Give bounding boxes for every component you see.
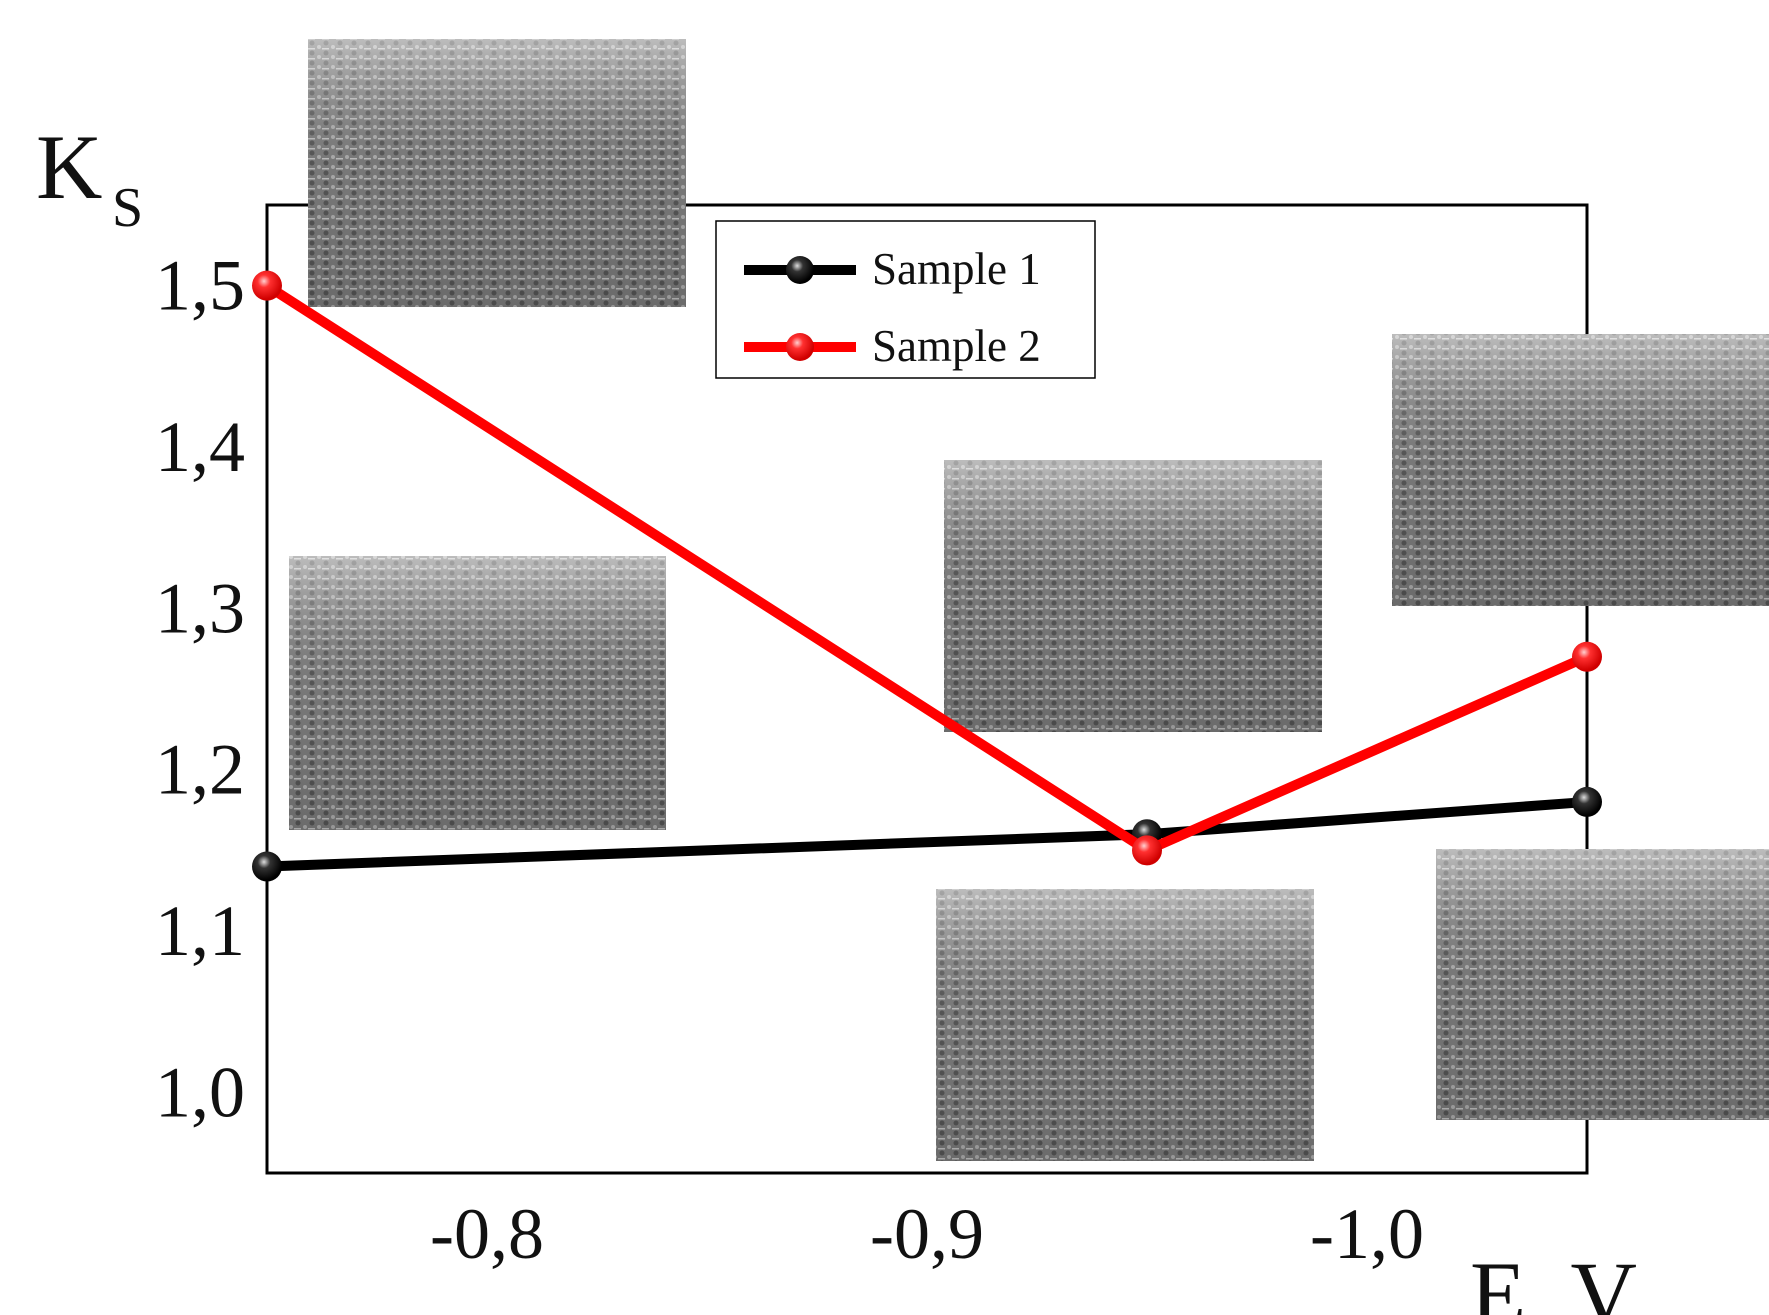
data-point — [1572, 641, 1602, 672]
y-tick-label: 1,0 — [155, 1052, 245, 1132]
x-tick-label: -0,9 — [870, 1194, 984, 1274]
sem-image — [289, 556, 666, 830]
legend-entry: Sample 2 — [744, 321, 1041, 371]
y-tick-label: 1,4 — [155, 407, 245, 487]
legend-marker — [786, 333, 814, 361]
legend-label: Sample 1 — [872, 244, 1041, 294]
y-tick-label: 1,5 — [155, 246, 245, 326]
y-tick-label: 1,3 — [155, 568, 245, 648]
data-point — [1572, 786, 1602, 817]
sem-image — [1392, 334, 1769, 606]
legend-label: Sample 2 — [872, 321, 1041, 371]
y-tick-label: 1,1 — [155, 891, 245, 971]
sem-image — [1436, 849, 1769, 1120]
sem-image — [308, 39, 686, 307]
sem-images — [289, 39, 1769, 1161]
data-point — [252, 270, 282, 301]
legend-marker — [786, 256, 814, 284]
x-tick-label: -1,0 — [1310, 1194, 1424, 1274]
legend-entry: Sample 1 — [744, 244, 1041, 294]
data-point — [252, 851, 282, 882]
y-axis-label: K — [36, 116, 102, 218]
x-tick-label: -0,8 — [430, 1194, 544, 1274]
data-point — [1132, 835, 1162, 866]
x-axis-label: E, V — [1470, 1243, 1637, 1315]
y-axis-label-subscript: S — [112, 177, 143, 239]
y-tick-label: 1,2 — [155, 730, 245, 810]
sem-image — [936, 889, 1314, 1161]
sem-image — [944, 460, 1322, 732]
